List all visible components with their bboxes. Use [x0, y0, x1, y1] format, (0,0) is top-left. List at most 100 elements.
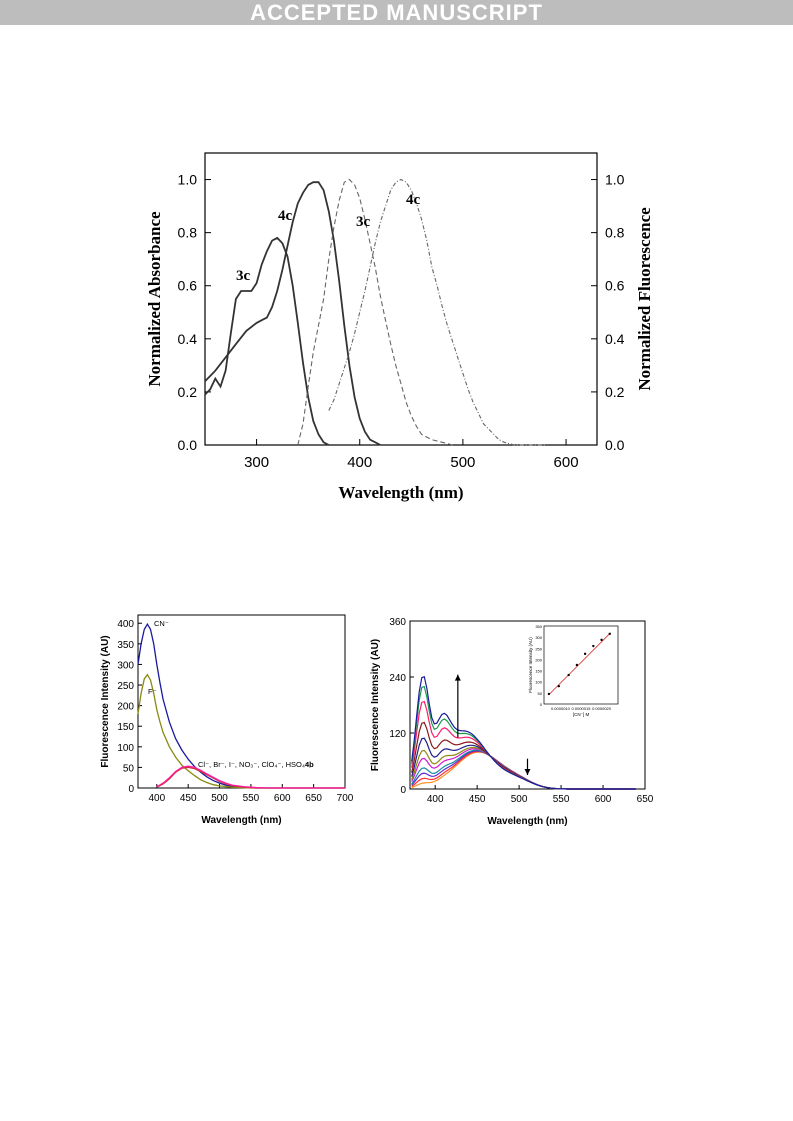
y-tick-label-left: 0.6	[178, 278, 198, 294]
inset-data-point	[575, 663, 579, 667]
x-tick-label: 450	[469, 794, 486, 805]
inset-x-tick-label: 0.0000020	[592, 706, 612, 711]
plot-frame	[409, 620, 646, 790]
curve-annotation: 3c	[356, 214, 371, 230]
y-axis-label-left: Normalized Absorbance	[145, 211, 164, 387]
plot-frame	[204, 152, 598, 446]
x-tick-label: 650	[305, 793, 322, 804]
inset-y-tick-label: 0	[540, 702, 543, 707]
titration-curve	[411, 750, 636, 790]
inset-data-point	[608, 632, 611, 635]
inset-data-point	[600, 638, 603, 642]
inset-y-axis-label: Fluorescence Intensity (AU)	[528, 637, 533, 693]
x-axis-label: Wavelength (nm)	[338, 483, 463, 502]
inset-y-tick-label: 350	[535, 624, 542, 629]
series-line	[156, 765, 345, 789]
inset-y-tick-label: 200	[535, 657, 542, 662]
y-tick-label-right: 0.0	[605, 437, 625, 453]
curve-annotation: 3c	[236, 268, 251, 284]
inset-x-tick-label: 0.0000010	[551, 706, 571, 711]
x-tick-label: 650	[637, 794, 654, 805]
curve-annotation: Cl⁻, Br⁻, I⁻, NO₃⁻, ClO₄⁻, HSO₄⁻,	[198, 760, 311, 769]
y-tick-label-left: 0.8	[178, 225, 198, 241]
inset-data-point	[583, 652, 587, 656]
y-axis-label: Fluorescence Intensity (AU)	[100, 635, 111, 767]
curve-annotation: 4b	[305, 760, 314, 769]
series-line	[328, 178, 546, 446]
x-tick-label: 400	[148, 793, 165, 804]
x-tick-label: 600	[595, 794, 612, 805]
inset-x-tick-label: 0.0000015	[572, 706, 592, 711]
y-tick-label: 50	[123, 763, 135, 774]
y-tick-label-right: 0.6	[605, 278, 625, 294]
y-tick-label: 240	[389, 673, 406, 684]
y-tick-label-right: 1.0	[605, 172, 625, 188]
y-tick-label: 250	[117, 681, 134, 692]
y-tick-label-right: 0.2	[605, 384, 625, 400]
y-tick-label-left: 1.0	[178, 172, 198, 188]
y-axis-label: Fluorescence Intensity (AU)	[370, 639, 381, 771]
inset-y-tick-label: 300	[535, 635, 542, 640]
x-tick-label: 600	[274, 793, 291, 804]
y-tick-label: 360	[389, 617, 406, 628]
series-line	[137, 673, 345, 789]
x-tick-label: 500	[450, 454, 475, 471]
anion-selectivity-chart: 400 450 500 550 600 650 700 0 50 100 150 200 250 300 3…	[100, 614, 354, 826]
y-tick-label: 120	[389, 729, 406, 740]
y-tick-label: 0	[128, 784, 134, 795]
series-line	[297, 178, 453, 446]
x-axis-label: Wavelength (nm)	[201, 815, 281, 826]
x-tick-label: 700	[337, 793, 354, 804]
inset-data-point	[567, 673, 570, 677]
inset-y-tick-label: 100	[535, 680, 542, 685]
y-tick-label: 150	[117, 722, 134, 733]
y-axis-label-right: Normalized Fluorescence	[635, 207, 654, 391]
inset-y-tick-label: 250	[535, 646, 542, 651]
decrease-arrow-head	[524, 769, 531, 775]
increase-arrow-head	[454, 674, 461, 681]
x-tick-label: 400	[427, 794, 444, 805]
series-line	[204, 236, 330, 446]
y-tick-label: 400	[117, 619, 134, 630]
curve-annotation: CN⁻	[154, 619, 169, 628]
y-tick-label: 200	[117, 702, 134, 713]
y-tick-label-left: 0.2	[178, 384, 198, 400]
x-tick-label: 500	[211, 793, 228, 804]
inset-data-point	[557, 684, 560, 688]
inset-y-tick-label: 50	[538, 691, 543, 696]
x-tick-label: 600	[554, 454, 579, 471]
y-tick-label: 100	[117, 743, 134, 754]
inset-frame	[543, 625, 619, 705]
curve-annotation: 4c	[406, 192, 421, 208]
absorbance-fluorescence-chart: 300 400 500 600 0.0 0.0 0.2 0.2 0.4 0.4 0.6 0.6 0.8 0…	[145, 152, 654, 502]
inset-fit-line	[548, 633, 611, 695]
titration-curve	[411, 746, 636, 790]
titration-curve	[411, 676, 636, 790]
y-tick-label-right: 0.4	[605, 331, 625, 347]
inset-data-point	[592, 644, 595, 648]
curve-annotation: F⁻	[148, 687, 157, 696]
y-tick-label: 350	[117, 640, 134, 651]
x-axis-label: Wavelength (nm)	[487, 816, 567, 827]
x-tick-label: 500	[511, 794, 528, 805]
inset-y-tick-label: 150	[535, 669, 542, 674]
x-tick-label: 550	[243, 793, 260, 804]
y-tick-label-left: 0.4	[178, 331, 198, 347]
x-tick-label: 300	[244, 454, 269, 471]
y-tick-label-right: 0.8	[605, 225, 625, 241]
banner-text: ACCEPTED MANUSCRIPT	[250, 0, 543, 25]
x-tick-label: 450	[180, 793, 197, 804]
curve-annotation: 4c	[278, 208, 293, 224]
inset-x-axis-label: [CN⁻] M	[573, 712, 590, 717]
series-line	[204, 181, 381, 446]
accepted-manuscript-banner: ACCEPTED MANUSCRIPT	[0, 0, 793, 25]
y-tick-label-left: 0.0	[178, 437, 198, 453]
y-tick-label: 300	[117, 660, 134, 671]
titration-curve	[411, 737, 636, 790]
titration-curve	[411, 751, 636, 790]
x-tick-label: 550	[553, 794, 570, 805]
series-line	[137, 622, 345, 789]
inset-data-point	[547, 692, 551, 696]
y-tick-label: 0	[400, 785, 406, 796]
